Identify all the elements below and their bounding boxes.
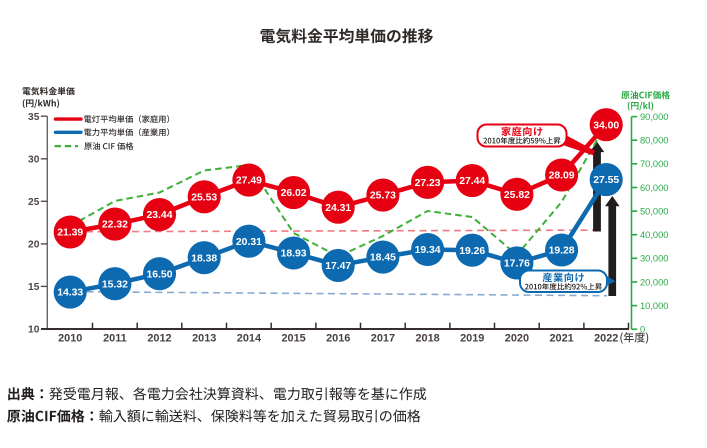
svg-text:20,000: 20,000	[640, 277, 668, 287]
svg-text:2010: 2010	[58, 333, 82, 345]
svg-text:60,000: 60,000	[640, 183, 668, 193]
svg-text:27.23: 27.23	[415, 178, 441, 189]
svg-text:35: 35	[28, 112, 40, 123]
svg-text:27.55: 27.55	[593, 175, 619, 186]
svg-text:30,000: 30,000	[640, 254, 668, 264]
svg-text:2014: 2014	[237, 333, 261, 345]
svg-text:2016: 2016	[326, 333, 350, 345]
svg-text:25.82: 25.82	[504, 190, 530, 201]
svg-text:17.47: 17.47	[325, 261, 351, 272]
svg-text:28.09: 28.09	[549, 171, 575, 182]
svg-text:70,000: 70,000	[640, 159, 668, 169]
svg-text:90,000: 90,000	[640, 112, 668, 122]
svg-text:15: 15	[28, 282, 40, 293]
svg-text:17.76: 17.76	[504, 259, 530, 270]
svg-text:15.32: 15.32	[102, 279, 128, 290]
svg-text:20.31: 20.31	[236, 237, 262, 248]
svg-text:2012: 2012	[147, 333, 171, 345]
svg-text:18.93: 18.93	[281, 249, 307, 260]
svg-text:2018: 2018	[415, 333, 439, 345]
svg-text:16.50: 16.50	[146, 269, 172, 280]
svg-text:18.38: 18.38	[191, 253, 217, 264]
svg-text:23.44: 23.44	[146, 210, 172, 221]
svg-text:2019: 2019	[460, 333, 484, 345]
svg-text:2013: 2013	[192, 333, 216, 345]
svg-text:50,000: 50,000	[640, 206, 668, 216]
svg-text:2015: 2015	[281, 333, 305, 345]
svg-text:2022: 2022	[594, 333, 618, 345]
svg-text:24.31: 24.31	[325, 203, 351, 214]
svg-text:10,000: 10,000	[640, 301, 668, 311]
svg-text:25.53: 25.53	[191, 192, 217, 203]
svg-text:20: 20	[28, 240, 40, 251]
svg-text:19.34: 19.34	[415, 245, 441, 256]
svg-text:19.26: 19.26	[459, 246, 485, 257]
svg-text:0: 0	[640, 325, 645, 335]
svg-text:2017: 2017	[371, 333, 395, 345]
svg-text:19.28: 19.28	[549, 246, 575, 257]
svg-text:26.02: 26.02	[281, 188, 307, 199]
svg-text:2020: 2020	[505, 333, 529, 345]
svg-text:30: 30	[28, 154, 40, 165]
svg-text:27.49: 27.49	[236, 176, 262, 187]
svg-text:14.33: 14.33	[57, 288, 83, 299]
svg-text:40,000: 40,000	[640, 230, 668, 240]
svg-text:80,000: 80,000	[640, 136, 668, 146]
svg-text:25: 25	[28, 197, 40, 208]
svg-text:34.00: 34.00	[593, 120, 619, 131]
svg-text:22.32: 22.32	[102, 220, 128, 231]
svg-text:25.73: 25.73	[370, 191, 396, 202]
svg-text:2021: 2021	[549, 333, 573, 345]
svg-text:18.45: 18.45	[370, 253, 396, 264]
svg-text:2011: 2011	[103, 333, 127, 345]
svg-text:10: 10	[28, 325, 40, 336]
svg-text:27.44: 27.44	[459, 176, 485, 187]
svg-text:21.39: 21.39	[57, 228, 83, 239]
